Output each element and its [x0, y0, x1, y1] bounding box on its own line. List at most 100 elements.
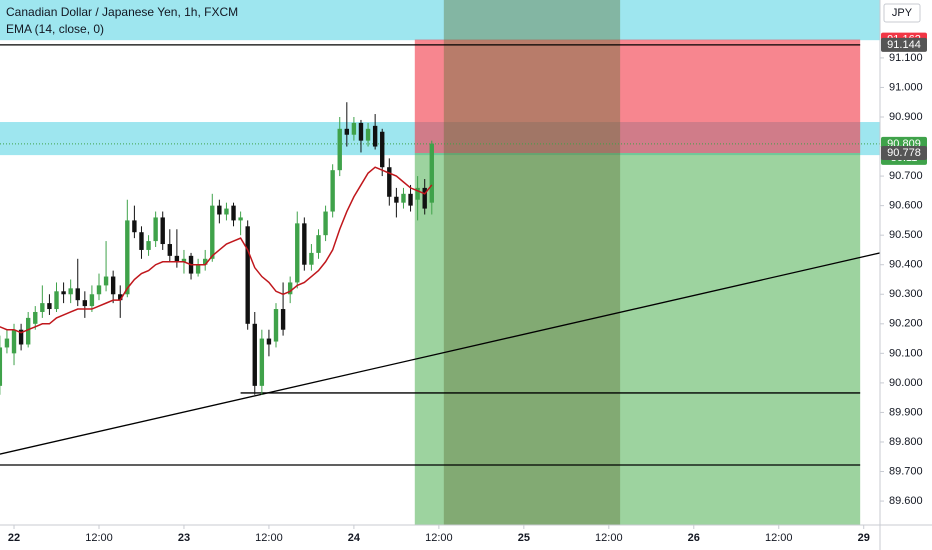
candle-body — [224, 208, 229, 215]
candle-body — [323, 211, 328, 236]
candle-body — [174, 255, 180, 262]
stop-zone — [414, 39, 861, 154]
candle-body — [54, 291, 59, 310]
candle-body — [125, 220, 130, 295]
candle-body — [153, 217, 158, 242]
ema-line — [0, 166, 433, 334]
y-tick-label: 90.000 — [889, 377, 923, 389]
candle-body — [302, 223, 307, 265]
candle-body — [33, 311, 38, 324]
y-tick-label: 90.200 — [889, 318, 923, 330]
candle-body — [380, 131, 385, 168]
candle-body — [61, 291, 66, 295]
candle-body — [68, 288, 73, 295]
candle-body — [89, 294, 95, 307]
candle-body — [316, 235, 321, 253]
candle-body — [18, 329, 24, 345]
candle-body — [337, 128, 342, 171]
indicator-label: EMA (14, close, 0) — [6, 22, 104, 36]
candle-body — [110, 276, 116, 295]
y-tick-label: 90.400 — [889, 259, 923, 271]
candle-body — [358, 122, 364, 141]
y-tick-label: 91.100 — [889, 52, 923, 64]
x-tick-label: 12:00 — [595, 532, 623, 544]
price-label-box — [881, 146, 927, 161]
candle-body — [309, 252, 314, 265]
y-tick-label: 89.900 — [889, 406, 923, 418]
y-tick-label: 90.600 — [889, 200, 923, 212]
candle-body — [372, 125, 378, 147]
candle-body — [273, 309, 279, 342]
candle-body — [82, 300, 88, 307]
candle-body — [25, 317, 31, 345]
candle-body — [287, 282, 293, 295]
y-tick-label: 90.100 — [889, 347, 923, 359]
candle-body — [401, 193, 406, 203]
x-tick-label: 29 — [858, 532, 870, 544]
candle-body — [280, 309, 286, 330]
y-tick-label: 90.500 — [889, 229, 923, 241]
candle-body — [167, 244, 172, 256]
y-tick-label: 89.700 — [889, 465, 923, 477]
candle-body — [11, 329, 17, 354]
candle-body — [160, 217, 165, 245]
price-label: 90.778 — [887, 147, 921, 159]
candle-body — [47, 303, 52, 310]
x-tick-label: 22 — [8, 532, 20, 544]
candle-body — [394, 196, 399, 203]
currency-label: JPY — [892, 7, 913, 19]
y-tick-label: 90.300 — [889, 288, 923, 300]
x-tick-label: 23 — [178, 532, 190, 544]
candle-body — [344, 128, 350, 135]
candle-body — [4, 338, 10, 348]
x-tick-label: 25 — [518, 532, 530, 544]
currency-box[interactable] — [883, 3, 921, 23]
y-tick-label: 90.700 — [889, 170, 923, 182]
x-tick-label: 12:00 — [765, 532, 793, 544]
candle-body — [365, 128, 371, 141]
candle-body — [387, 167, 392, 197]
candle-body — [245, 226, 250, 324]
candle-body — [118, 294, 123, 301]
candle-body — [266, 338, 272, 345]
x-tick-label: 12:00 — [85, 532, 113, 544]
candle-body — [415, 187, 420, 200]
plot-area — [0, 0, 880, 525]
candle-body — [295, 223, 300, 283]
price-label-box — [881, 37, 927, 52]
x-tick-label: 12:00 — [255, 532, 283, 544]
zone — [0, 0, 880, 41]
candle-body — [429, 143, 434, 203]
candle-body — [259, 338, 265, 386]
x-tick-label: 26 — [688, 532, 700, 544]
candle-body — [330, 170, 335, 212]
y-tick-label: 91.000 — [889, 81, 923, 93]
candle-body — [408, 193, 413, 206]
candle-body — [195, 264, 201, 274]
drawn-line — [0, 252, 880, 455]
candle-body — [181, 258, 187, 262]
price-label: 91.144 — [887, 39, 921, 51]
candle-body — [146, 241, 151, 250]
candle-body — [217, 205, 222, 215]
target-zone — [414, 153, 861, 525]
y-tick-label: 90.900 — [889, 111, 923, 123]
chart-title: Canadian Dollar / Japanese Yen, 1h, FXCM — [6, 5, 238, 19]
candle-body — [238, 217, 243, 221]
candle-body — [252, 323, 257, 386]
candle-body — [132, 220, 137, 233]
candle-body — [203, 258, 208, 265]
x-tick-label: 24 — [348, 532, 361, 544]
candle-body — [0, 347, 3, 386]
candle-body — [103, 276, 109, 286]
candle-body — [231, 205, 236, 221]
candle-body — [210, 205, 215, 259]
candle-body — [75, 288, 80, 301]
y-tick-label: 89.800 — [889, 436, 923, 448]
candle-body — [96, 285, 102, 295]
x-tick-label: 12:00 — [425, 532, 453, 544]
candle-body — [351, 122, 357, 135]
y-tick-label: 89.600 — [889, 495, 923, 507]
candle-body — [139, 232, 144, 250]
